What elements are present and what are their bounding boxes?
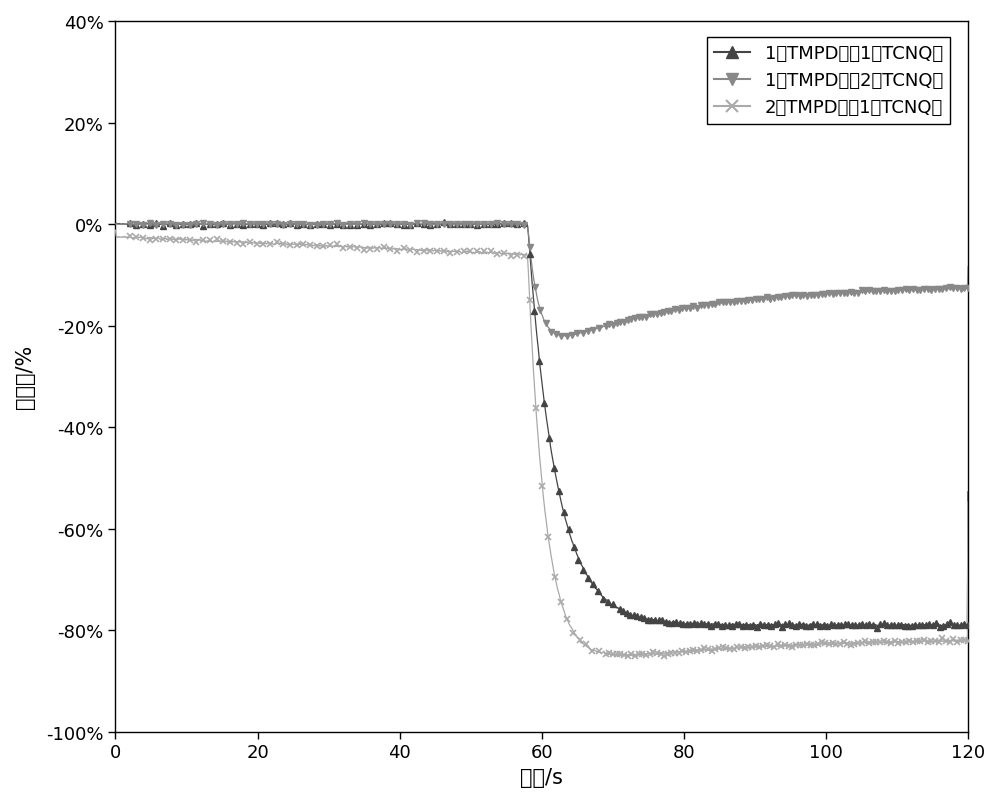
X-axis label: 时间/s: 时间/s bbox=[520, 767, 563, 787]
Y-axis label: 变化率/%: 变化率/% bbox=[15, 345, 35, 409]
Legend: 1（TMPD）：1（TCNQ）, 1（TMPD）：2（TCNQ）, 2（TMPD）：1（TCNQ）: 1（TMPD）：1（TCNQ）, 1（TMPD）：2（TCNQ）, 2（TMPD… bbox=[707, 38, 950, 124]
